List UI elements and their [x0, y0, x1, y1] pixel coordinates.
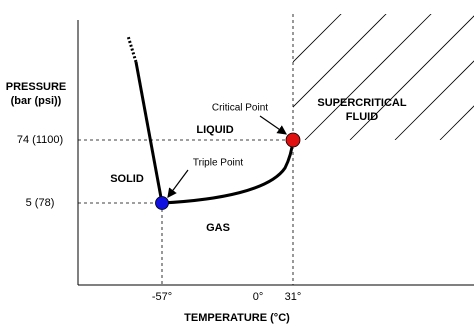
region-label: SOLID	[110, 173, 144, 185]
point-label: Triple Point	[193, 158, 243, 169]
triple-point	[155, 196, 169, 210]
y-title: (bar (psi))	[11, 95, 62, 107]
hatching	[293, 14, 474, 140]
point-label: Critical Point	[212, 103, 268, 114]
region-label: LIQUID	[196, 124, 233, 136]
melting-curve-dotted	[126, 35, 138, 63]
region-label: FLUID	[346, 111, 378, 123]
region-label: GAS	[206, 222, 230, 234]
vaporization-curve	[161, 139, 295, 205]
y-tick-label: 5 (78)	[26, 197, 55, 209]
arrow	[167, 169, 189, 198]
x-tick-label: 0°	[253, 291, 264, 303]
x-title: TEMPERATURE (°C)	[184, 312, 290, 324]
arrow	[259, 115, 287, 135]
x-tick-label: -57°	[152, 291, 172, 303]
region-label: SUPERCRITICAL	[317, 97, 407, 109]
x-tick-label: 31°	[285, 291, 302, 303]
y-tick-label: 74 (1100)	[17, 134, 63, 146]
y-title: PRESSURE	[6, 81, 67, 93]
melting-curve	[134, 61, 164, 204]
critical-point	[285, 132, 301, 148]
